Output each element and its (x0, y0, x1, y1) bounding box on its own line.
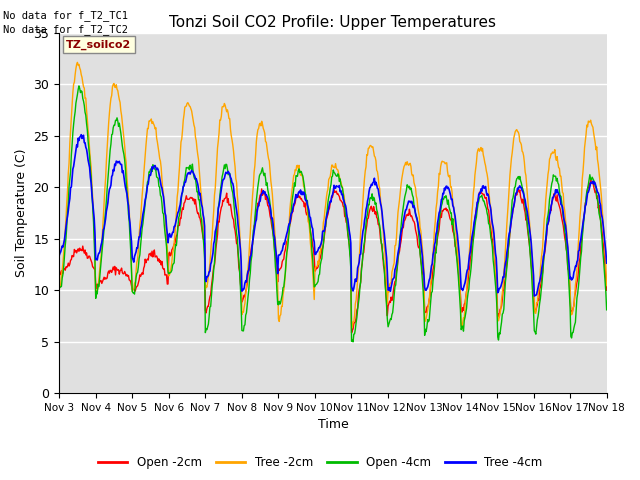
X-axis label: Time: Time (317, 419, 348, 432)
Y-axis label: Soil Temperature (C): Soil Temperature (C) (15, 149, 28, 277)
Text: No data for f_T2_TC1
No data for f_T2_TC2: No data for f_T2_TC1 No data for f_T2_TC… (3, 10, 128, 35)
Legend: Open -2cm, Tree -2cm, Open -4cm, Tree -4cm: Open -2cm, Tree -2cm, Open -4cm, Tree -4… (93, 452, 547, 474)
Text: TZ_soilco2: TZ_soilco2 (66, 39, 131, 50)
Title: Tonzi Soil CO2 Profile: Upper Temperatures: Tonzi Soil CO2 Profile: Upper Temperatur… (170, 15, 497, 30)
